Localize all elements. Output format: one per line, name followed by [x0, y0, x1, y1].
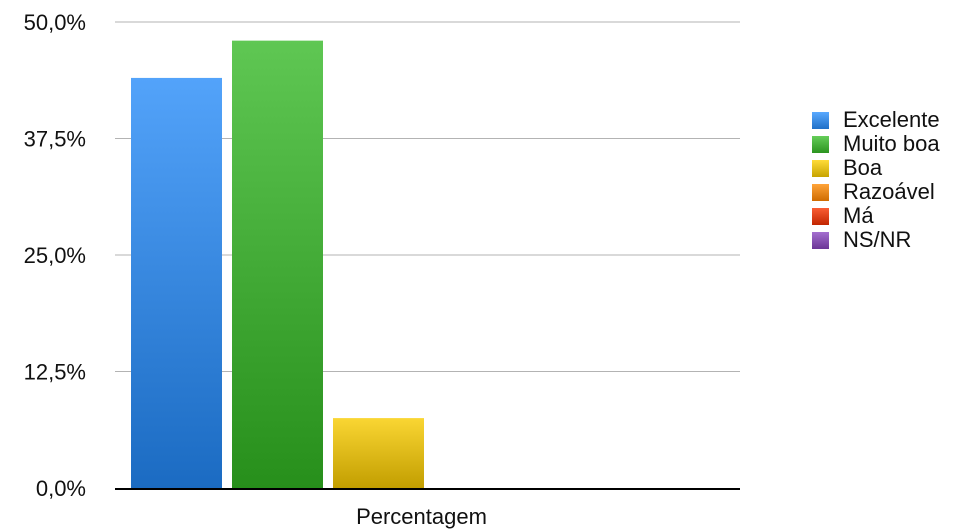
legend: Excelente Muito boa Boa Razoável Má NS/NR: [812, 107, 940, 252]
legend-label: Boa: [843, 155, 883, 180]
legend-swatch: [812, 183, 829, 201]
legend-label: NS/NR: [843, 227, 912, 252]
bar-boa: [333, 418, 424, 488]
bar-excelente: [131, 77, 222, 489]
legend-swatch: [812, 111, 829, 129]
y-tick-label: 0,0%: [36, 476, 86, 501]
bars: [131, 40, 424, 489]
y-tick-label: 37,5%: [24, 127, 86, 152]
y-tick-label: 12,5%: [24, 360, 86, 385]
legend-item: Razoável: [812, 179, 940, 204]
x-tick-label: Percentagem: [356, 504, 487, 529]
y-axis-tick-labels: 0,0% 12,5% 25,0% 37,5% 50,0%: [24, 10, 86, 501]
x-axis-tick-labels: Percentagem: [356, 504, 487, 529]
legend-label: Má: [843, 203, 874, 228]
y-tick-label: 25,0%: [24, 243, 86, 268]
legend-item: NS/NR: [812, 227, 940, 252]
legend-item: Má: [812, 203, 940, 228]
legend-swatch: [812, 135, 829, 153]
legend-item: Boa: [812, 155, 940, 180]
legend-label: Razoável: [843, 179, 935, 204]
legend-swatch: [812, 207, 829, 225]
y-tick-label: 50,0%: [24, 10, 86, 35]
legend-item: Excelente: [812, 107, 940, 132]
legend-label: Muito boa: [843, 131, 940, 156]
bar-muito-boa: [232, 40, 323, 488]
legend-swatch: [812, 159, 829, 177]
legend-swatch: [812, 231, 829, 249]
legend-label: Excelente: [843, 107, 940, 132]
legend-item: Muito boa: [812, 131, 940, 156]
